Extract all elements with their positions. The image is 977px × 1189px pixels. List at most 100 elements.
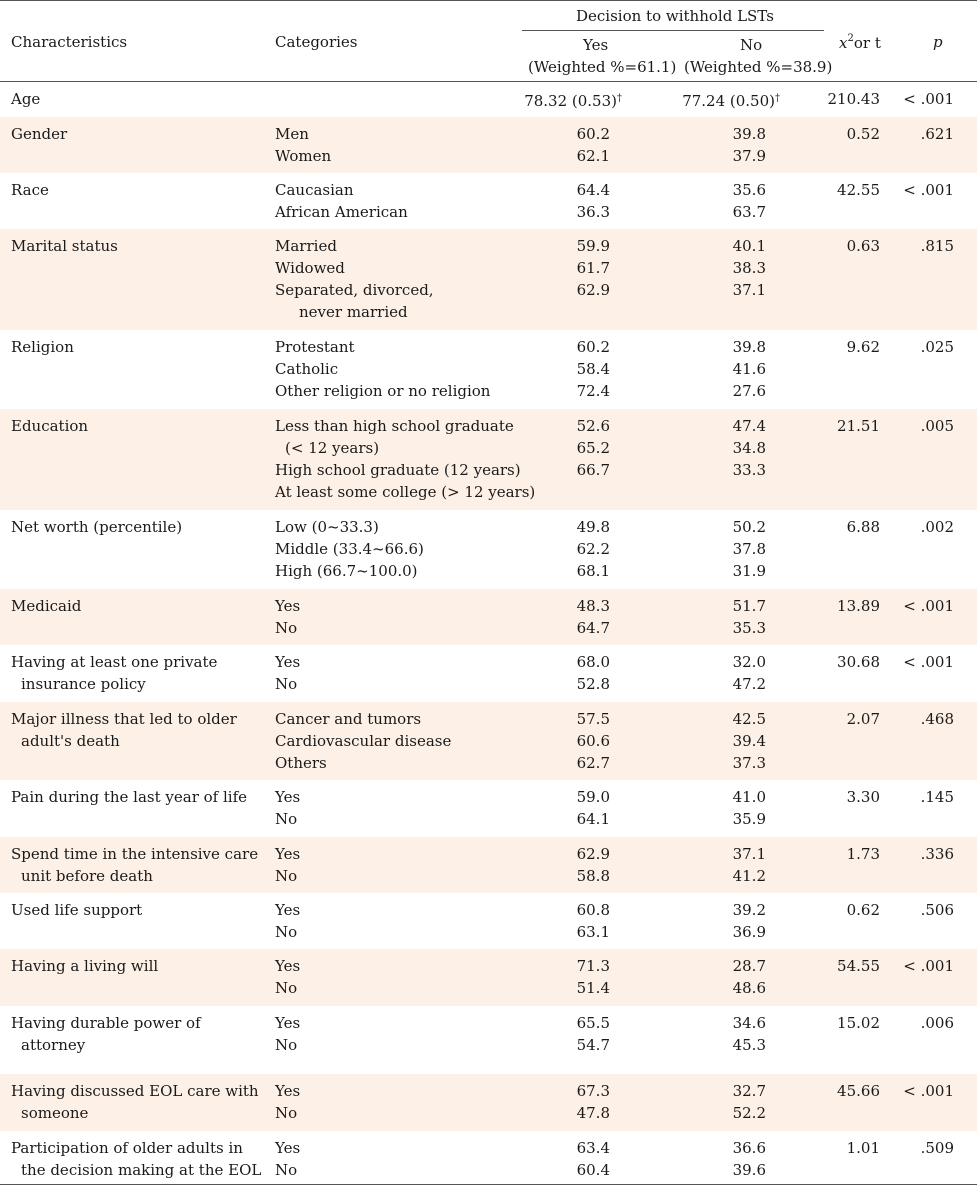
no-percent-cell: 35.6 63.7 (680, 179, 766, 223)
header-decision: Decision to withhold LSTs (576, 7, 774, 25)
yes-percent-cell-line: 71.3 (576, 957, 610, 975)
category-cell-line: never married (299, 303, 408, 321)
yes-percent-cell-line: 60.6 (576, 732, 610, 750)
p-value-cell: .509 (920, 1139, 954, 1157)
yes-percent-cell-line: 48.3 (576, 597, 610, 615)
characteristic-cell: Having at least one private insurance pol… (11, 651, 266, 695)
category-cell: Married Widowed Separated, divorced, never … (275, 235, 434, 323)
yes-percent-cell-line: 62.9 (576, 281, 610, 299)
yes-percent-cell-line: 65.2 (576, 439, 610, 457)
test-statistic-cell: 2.07 (846, 710, 880, 728)
no-percent-cell-line: 34.8 (732, 439, 766, 457)
header-no: No (740, 36, 763, 54)
no-percent-cell-line: 33.3 (732, 461, 766, 479)
category-cell: Less than high school graduate (< 12 year… (275, 415, 535, 503)
no-percent-cell-line: 48.6 (732, 979, 766, 997)
no-percent-cell-line: 31.9 (732, 562, 766, 580)
test-statistic-cell: 42.55 (837, 181, 880, 199)
category-cell-line: Cancer and tumors (275, 710, 422, 728)
no-percent-cell-line: 36.9 (732, 923, 766, 941)
yes-percent-cell-line: 60.8 (576, 901, 610, 919)
category-cell-line: At least some college (> 12 years) (275, 483, 536, 501)
no-percent-cell-line: 38.3 (732, 259, 766, 277)
no-percent-cell: 42.5 39.4 37.3 (680, 708, 766, 774)
no-percent-cell: 36.6 39.6 (680, 1137, 766, 1181)
test-statistic-cell: 3.30 (846, 788, 880, 806)
test-statistic-cell: 54.55 (837, 957, 880, 975)
no-percent-cell-line: 36.6 (732, 1139, 766, 1157)
category-cell: Yes No (275, 1137, 300, 1181)
yes-percent-cell-line: 58.8 (576, 867, 610, 885)
characteristic-cell: Gender (11, 123, 266, 145)
yes-percent-cell-line: 58.4 (576, 360, 610, 378)
characteristic-cell-line: Education (11, 417, 89, 435)
p-value-cell: .005 (920, 417, 954, 435)
yes-percent-cell: 62.9 58.8 (522, 843, 610, 887)
category-cell-line: No (275, 923, 298, 941)
characteristic-cell-line: Age (11, 90, 41, 108)
yes-percent-cell-line: 54.7 (576, 1036, 610, 1054)
category-cell: Yes No (275, 955, 300, 999)
yes-percent-cell-line: 60.2 (576, 338, 610, 356)
category-cell: Men Women (275, 123, 331, 167)
table-row: Net worth (percentile) Low (0~33.3) Middle… (0, 510, 977, 589)
category-cell-line: Catholic (275, 360, 339, 378)
table-row: Pain during the last year of life Yes No 59… (0, 780, 977, 837)
characteristic-cell-line: unit before death (21, 867, 153, 885)
no-percent-cell-line: 37.3 (732, 754, 766, 772)
p-value-cell: .336 (920, 845, 954, 863)
no-percent-cell-line: 40.1 (732, 237, 766, 255)
yes-percent-cell-line: 59.9 (576, 237, 610, 255)
category-cell-line: No (275, 1161, 298, 1179)
yes-percent-cell-line: 78.32 (0.53)† (524, 92, 622, 110)
yes-percent-cell-line: 36.3 (576, 203, 610, 221)
yes-percent-cell: 68.0 52.8 (522, 651, 610, 695)
characteristic-cell: Used life support (11, 899, 266, 921)
category-cell-line: Married (275, 237, 337, 255)
yes-percent-cell-line: 47.8 (576, 1104, 610, 1122)
yes-percent-cell-line: 66.7 (576, 461, 610, 479)
table-row: Marital status Married Widowed Separated, d… (0, 229, 977, 330)
characteristic-cell-line: adult's death (21, 732, 120, 750)
category-cell: Low (0~33.3) Middle (33.4~66.6) High (66.7… (275, 516, 424, 582)
yes-percent-cell: 60.2 62.1 (522, 123, 610, 167)
category-cell: Yes No (275, 843, 300, 887)
yes-percent-cell-line: 68.0 (576, 653, 610, 671)
no-percent-cell-line: 51.7 (732, 597, 766, 615)
category-cell: Yes No (275, 595, 300, 639)
no-percent-cell: 40.1 38.3 37.1 (680, 235, 766, 301)
yes-percent-cell-line: 72.4 (576, 382, 610, 400)
category-cell-line: Low (0~33.3) (275, 518, 379, 536)
header-categories: Categories (275, 33, 358, 51)
category-cell: Yes No (275, 651, 300, 695)
test-statistic-cell: 210.43 (827, 90, 881, 108)
yes-percent-cell-line: 60.4 (576, 1161, 610, 1179)
yes-percent-cell: 78.32 (0.53)† (520, 88, 622, 112)
yes-percent-cell: 59.9 61.7 62.9 (522, 235, 610, 301)
table-row: Used life support Yes No 60.8 63.1 39.2 36.9 0.… (0, 893, 977, 949)
p-value-cell: < .001 (903, 653, 954, 671)
yes-percent-cell: 63.4 60.4 (522, 1137, 610, 1181)
category-cell-line: No (275, 979, 298, 997)
no-percent-cell-line: 39.4 (732, 732, 766, 750)
yes-percent-cell-line: 65.5 (576, 1014, 610, 1032)
yes-percent-cell-line: 62.2 (576, 540, 610, 558)
test-statistic-cell: 1.73 (846, 845, 880, 863)
no-percent-cell-line: 34.6 (732, 1014, 766, 1032)
no-percent-cell: 50.2 37.8 31.9 (680, 516, 766, 582)
table-row: Gender Men Women 60.2 62.1 39.8 37.9 0.52 .621 (0, 117, 977, 173)
test-statistic-cell: 21.51 (837, 417, 880, 435)
category-cell-line: Yes (275, 597, 301, 615)
category-cell-line: Yes (275, 957, 301, 975)
characteristic-cell: Pain during the last year of life (11, 786, 266, 808)
test-statistic-cell: 1.01 (846, 1139, 880, 1157)
no-percent-cell-line: 41.0 (732, 788, 766, 806)
p-value-cell: .145 (920, 788, 954, 806)
header-no-weighted: (Weighted %=38.9) (684, 58, 833, 76)
header-chi-square: x2or t (839, 33, 881, 52)
category-cell-line: No (275, 810, 298, 828)
header-characteristics: Characteristics (11, 33, 128, 51)
category-cell: Yes No (275, 1080, 300, 1124)
characteristic-cell: Medicaid (11, 595, 266, 617)
